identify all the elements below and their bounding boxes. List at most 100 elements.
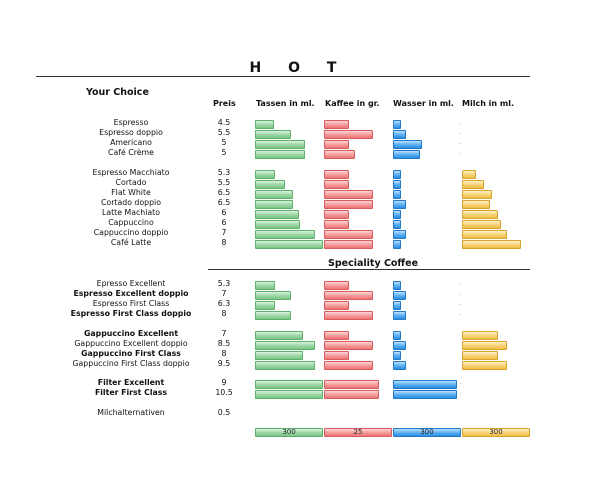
wasser-bar [393,209,401,219]
kaffee-bar [324,360,373,370]
kaffee-bar [324,209,349,219]
milch-bar [462,360,507,370]
tassen-bar [255,389,323,399]
wasser-bar [393,300,401,310]
drink-price: 4.5 [217,118,231,127]
tassen-bar [255,199,293,209]
column-header-kaffee: Kaffee in gr. [325,99,380,108]
tassen-bar [255,139,305,149]
wasser-bar [393,179,401,189]
milch-bar [462,229,507,239]
drink-price: 6.5 [217,198,231,207]
tassen-bar [255,379,323,389]
wasser-bar [393,139,422,149]
kaffee-bar [324,340,373,350]
column-header-milch: Milch in ml. [462,99,515,108]
tassen-bar [255,229,315,239]
tassen-bar [255,330,303,340]
drink-name: Espresso First Class doppio [70,309,192,318]
milch-empty-marker [460,304,461,305]
drink-price: 5 [221,148,227,157]
your-choice-heading: Your Choice [86,87,149,98]
drink-name: Flat White [111,188,151,197]
milch-bar [462,340,507,350]
wasser-bar [393,149,420,159]
tassen-bar [255,119,274,129]
column-header-wasser: Wasser in ml. [393,99,454,108]
milch-bar [462,209,498,219]
drink-price: 6 [221,208,227,217]
milch-bar [462,350,498,360]
drink-name: Espresso Excellent doppio [73,289,189,298]
drink-name: Cappuccino [108,218,154,227]
drink-name: Cortado doppio [100,198,161,207]
wasser-bar [393,169,401,179]
speciality-heading: Speciality Coffee [328,258,419,269]
milch-bar [462,239,521,249]
page-title: H O T [249,60,348,76]
milch-bar [462,219,501,229]
milch-total: 300 [462,428,530,437]
wasser-bar [393,239,401,249]
drink-name: Cappuccino doppio [93,228,169,237]
milch-bar [462,199,490,209]
milch-empty-marker [460,314,461,315]
tassen-bar [255,189,293,199]
kaffee-bar [324,189,373,199]
tassen-bar [255,280,275,290]
drink-price: 7 [221,329,227,338]
drink-name: Espresso First Class [92,299,170,308]
kaffee-bar [324,139,349,149]
drink-price: 5.5 [217,178,231,187]
wasser-bar [393,379,457,389]
tassen-total: 300 [255,428,323,437]
wasser-bar [393,360,406,370]
column-header-tassen: Tassen in ml. [256,99,315,108]
drink-price: 5.3 [217,279,231,288]
tassen-bar [255,129,291,139]
drink-price: 5 [221,138,227,147]
drink-price: 6 [221,218,227,227]
drink-name: Milchalternativen [97,408,165,417]
drink-price: 9.5 [217,359,231,368]
tassen-bar [255,179,285,189]
wasser-total: 300 [393,428,461,437]
milch-empty-marker [460,383,461,384]
kaffee-bar [324,219,349,229]
drink-name: Americano [110,138,152,147]
drink-name: Epresso Excellent [96,279,166,288]
kaffee-bar [324,280,349,290]
wasser-bar [393,330,401,340]
drink-name: Gappuccino First Class [81,349,181,358]
top-divider [36,76,530,77]
kaffee-bar [324,300,349,310]
milch-empty-marker [460,294,461,295]
drink-price: 0.5 [217,408,231,417]
tassen-bar [255,149,305,159]
drink-name: Espresso [113,118,149,127]
kaffee-bar [324,229,373,239]
wasser-bar [393,340,406,350]
wasser-bar [393,119,401,129]
wasser-bar [393,219,401,229]
wasser-bar [393,280,401,290]
drink-price: 5.3 [217,168,231,177]
drink-name: Espresso Macchiato [92,168,170,177]
kaffee-total: 25 [324,428,392,437]
kaffee-bar [324,149,355,159]
wasser-bar [393,290,406,300]
tassen-bar [255,290,291,300]
kaffee-bar [324,310,373,320]
milch-bar [462,169,476,179]
milch-empty-marker [460,143,461,144]
drink-name: Café Crème [108,148,154,157]
drink-name: Café Latte [110,238,152,247]
milch-bar [462,330,498,340]
drink-name: Latte Machiato [101,208,161,217]
drink-name: Gappuccino First Class doppio [72,359,190,368]
kaffee-bar [324,119,349,129]
tassen-bar [255,310,291,320]
tassen-bar [255,340,315,350]
wasser-bar [393,350,401,360]
wasser-bar [393,189,401,199]
